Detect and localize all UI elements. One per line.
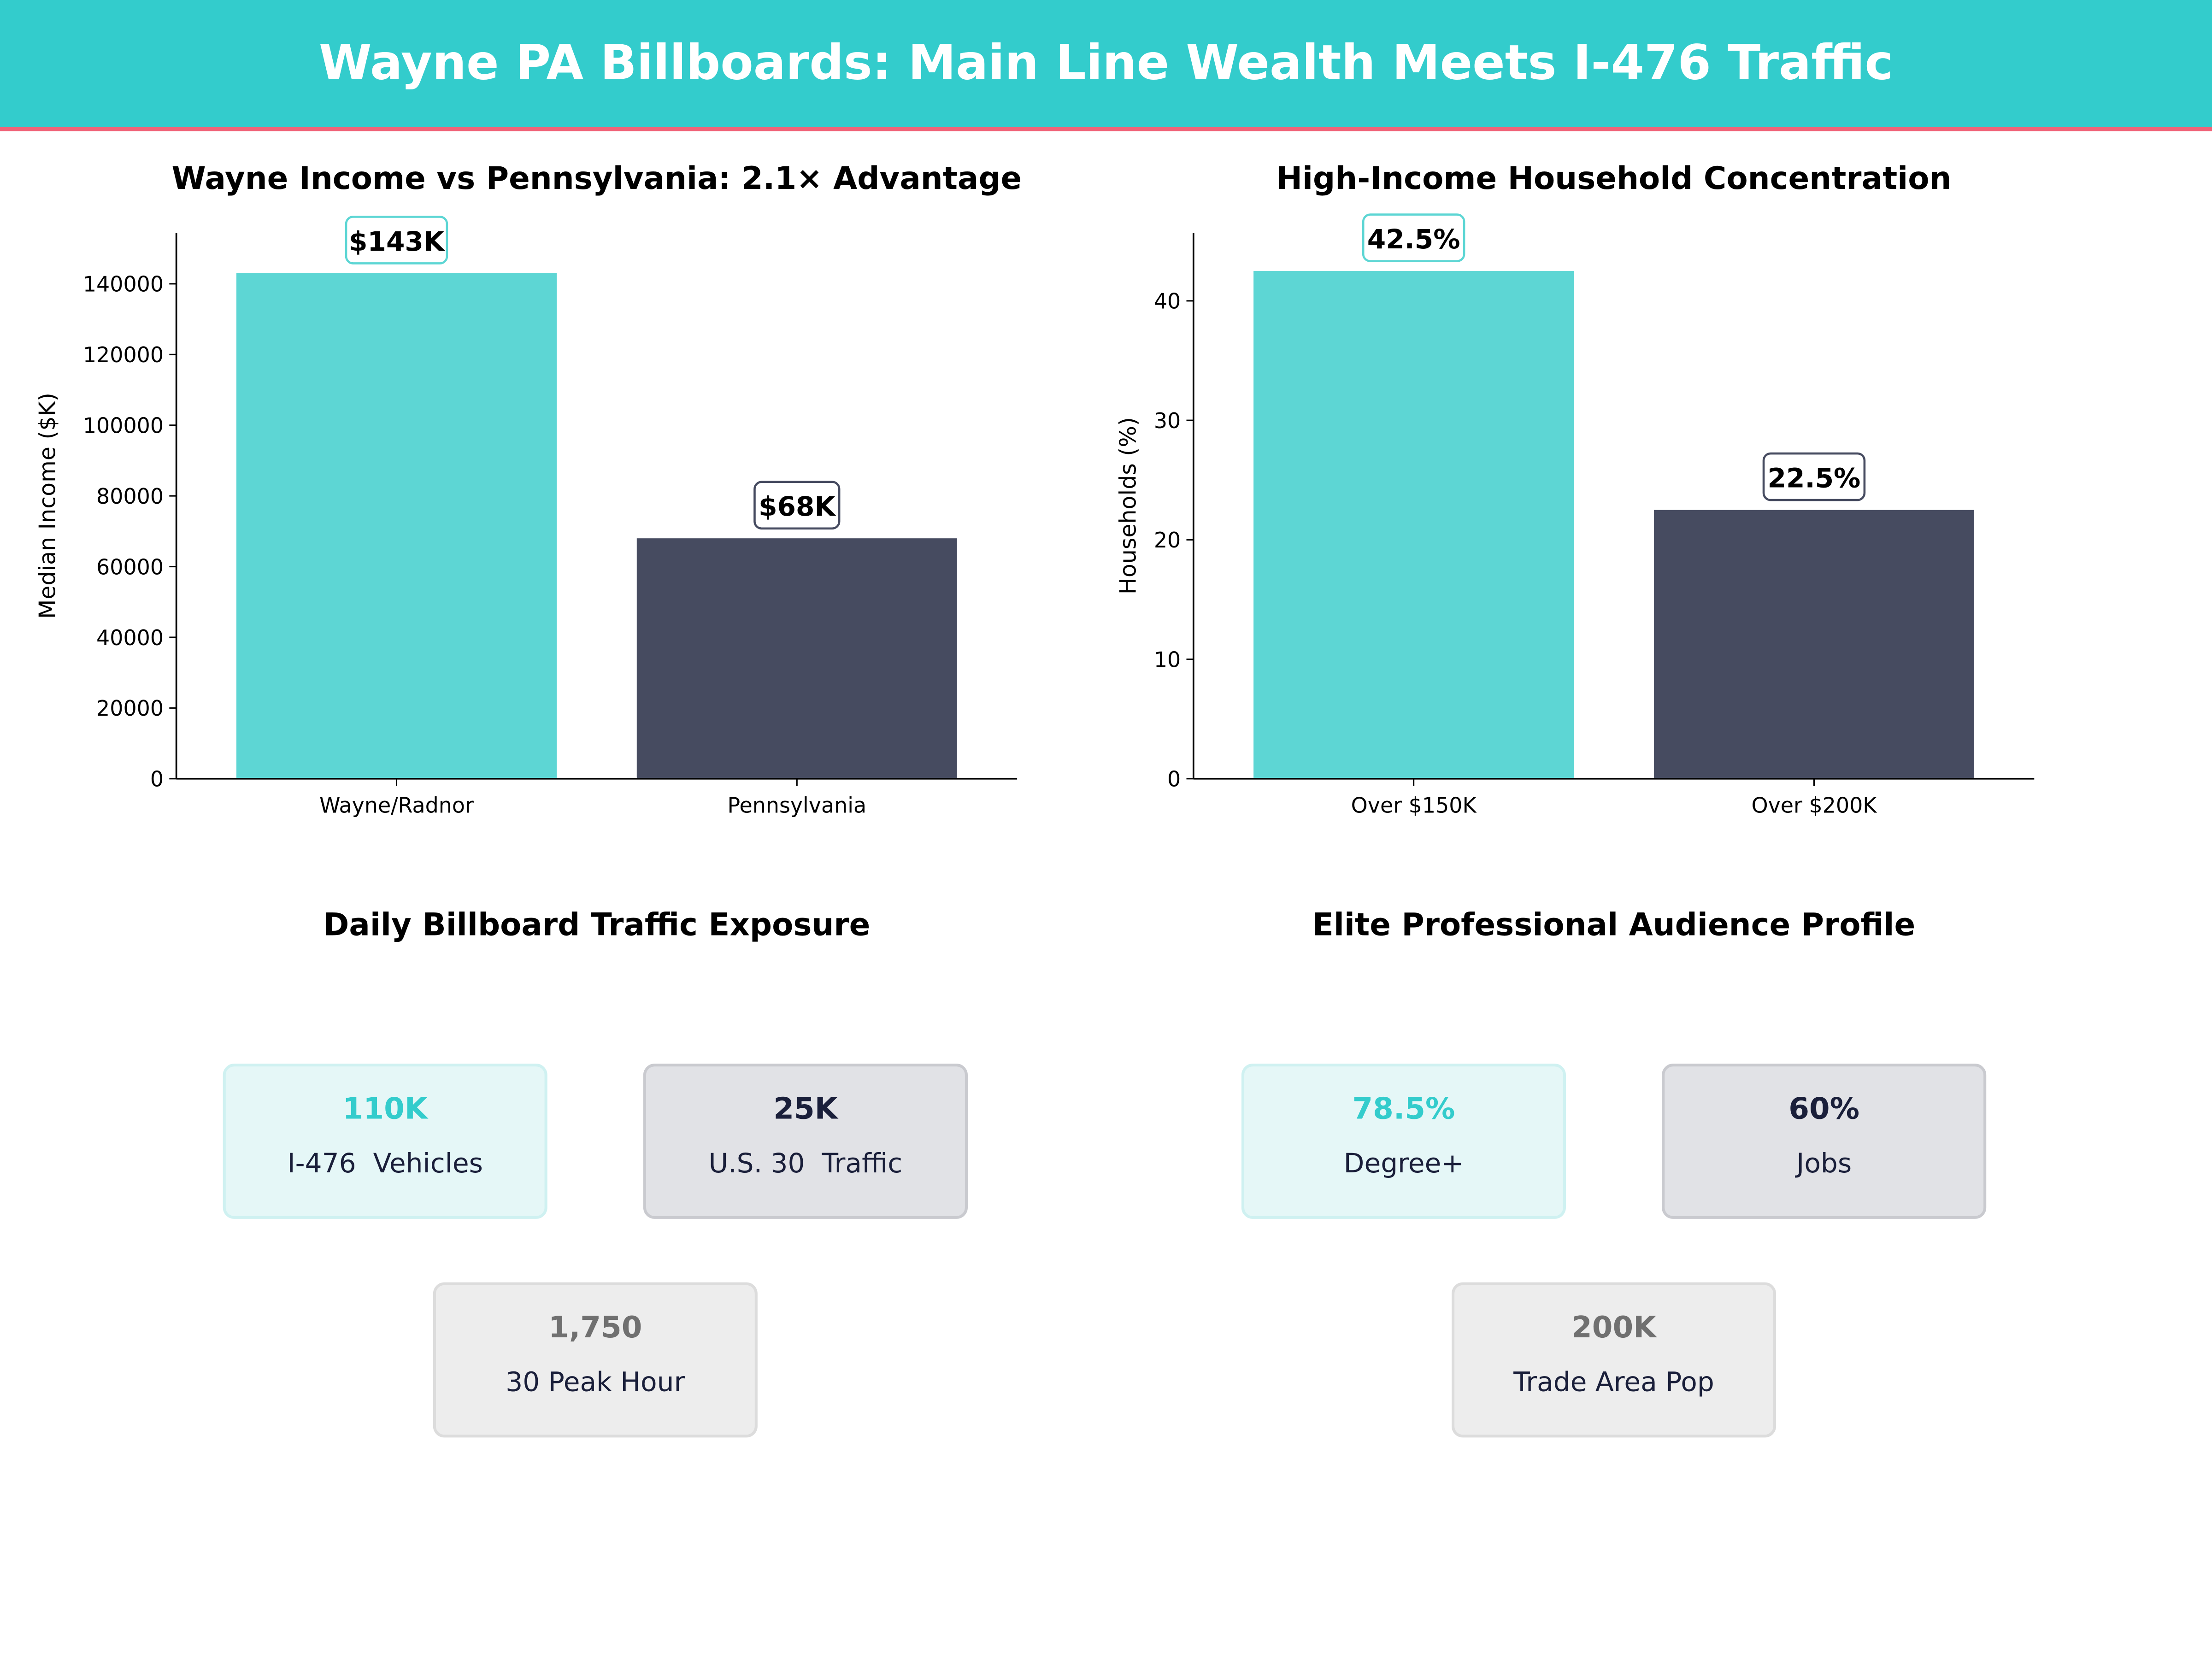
- card-label: Jobs: [1796, 1148, 1852, 1180]
- card-value: 25K: [773, 1092, 838, 1126]
- y-tick-label: 20000: [96, 696, 164, 721]
- card-label: I-476 Vehicles: [287, 1148, 483, 1180]
- traffic-card-us30: 25K U.S. 30 Traffic: [643, 1064, 968, 1219]
- data-label: 22.5%: [1768, 463, 1861, 494]
- y-axis-label: Households (%): [1115, 417, 1141, 594]
- card-value: 200K: [1571, 1310, 1657, 1345]
- traffic-card-i476: 110K I-476 Vehicles: [223, 1064, 547, 1219]
- data-label: 42.5%: [1367, 224, 1460, 255]
- card-value: 1,750: [548, 1310, 642, 1345]
- households-chart-title: High-Income Household Concentration: [1276, 162, 1952, 198]
- y-tick-label: 20: [1154, 528, 1181, 553]
- traffic-section-title: Daily Billboard Traffic Exposure: [323, 908, 871, 944]
- audience-card-trade-area: 200K Trade Area Pop: [1452, 1282, 1777, 1438]
- audience-card-jobs: 60% Jobs: [1662, 1064, 1987, 1219]
- bar-wayne-radnor: [236, 273, 557, 779]
- x-tick-label: Over $150K: [1351, 793, 1477, 818]
- y-tick-label: 120000: [83, 342, 164, 367]
- card-label: Degree+: [1343, 1148, 1464, 1180]
- bar-over-200k: [1653, 510, 1974, 779]
- y-tick-label: 0: [150, 767, 164, 792]
- bar-pennsylvania: [636, 538, 957, 779]
- card-value: 110K: [342, 1092, 428, 1126]
- y-tick-label: 0: [1167, 767, 1181, 792]
- data-label-box: [1762, 452, 1866, 501]
- y-tick-label: 80000: [96, 484, 164, 509]
- card-value: 78.5%: [1352, 1092, 1455, 1126]
- bar-over-150k: [1253, 271, 1574, 779]
- data-label: $68K: [759, 491, 836, 522]
- x-tick-label: Pennsylvania: [727, 793, 866, 818]
- income-chart-title: Wayne Income vs Pennsylvania: 2.1× Advan…: [171, 162, 1022, 198]
- y-tick-label: 60000: [96, 554, 164, 579]
- data-label-box: [345, 216, 448, 265]
- x-tick-label: Wayne/Radnor: [319, 793, 474, 818]
- page-title: Wayne PA Billboards: Main Line Wealth Me…: [318, 35, 1894, 92]
- card-label: 30 Peak Hour: [506, 1367, 685, 1398]
- header-banner: [0, 0, 2212, 127]
- audience-section-title: Elite Professional Audience Profile: [1312, 908, 1916, 944]
- card-label: Trade Area Pop: [1513, 1367, 1714, 1398]
- data-label: $143K: [349, 226, 445, 257]
- header-accent-line: [0, 127, 2212, 131]
- traffic-card-peak-hour: 1,750 30 Peak Hour: [433, 1282, 758, 1438]
- y-axis-label: Median Income ($K): [34, 393, 60, 619]
- y-tick-label: 100000: [83, 413, 164, 438]
- data-label-box: [753, 481, 841, 530]
- y-tick-label: 40: [1154, 289, 1181, 314]
- y-tick-label: 140000: [83, 272, 164, 297]
- audience-card-degree: 78.5% Degree+: [1241, 1064, 1566, 1219]
- card-label: U.S. 30 Traffic: [708, 1148, 903, 1180]
- y-tick-label: 40000: [96, 625, 164, 650]
- y-tick-label: 30: [1154, 408, 1181, 433]
- y-tick-label: 10: [1154, 647, 1181, 672]
- x-tick-label: Over $200K: [1751, 793, 1877, 818]
- data-label-box: [1362, 213, 1465, 262]
- card-value: 60%: [1788, 1092, 1860, 1126]
